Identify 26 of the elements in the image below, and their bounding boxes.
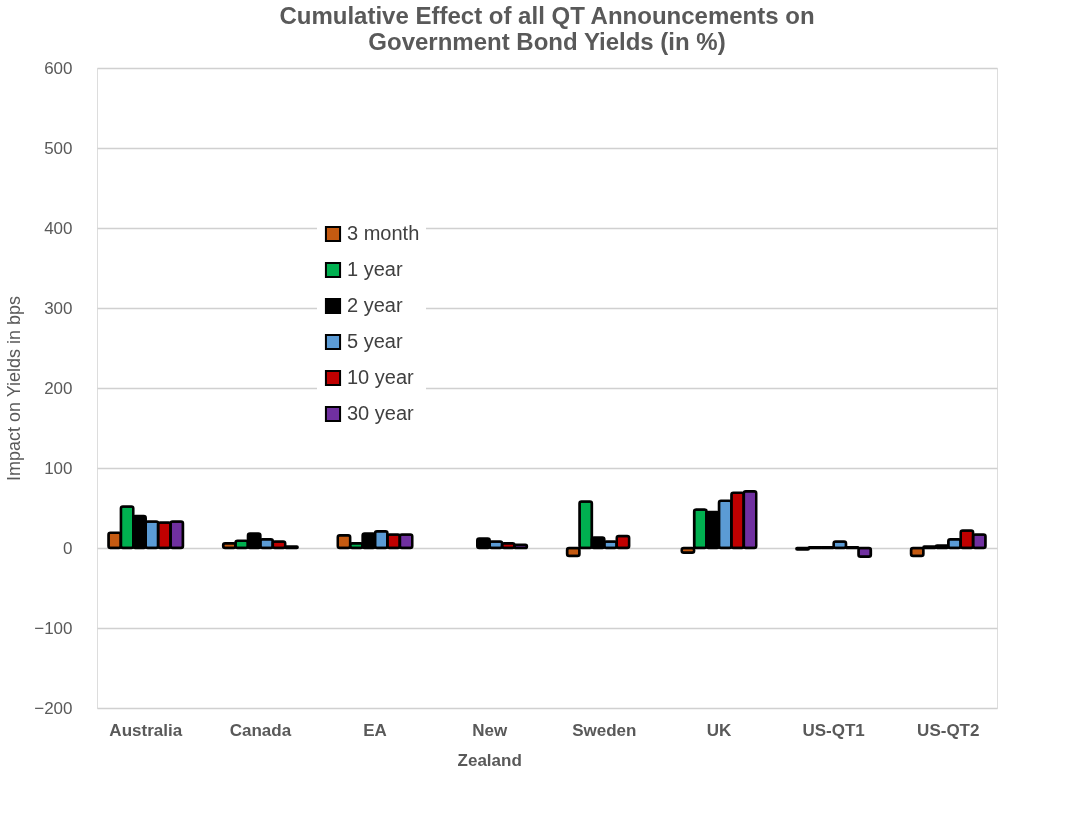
- legend-label: 30 year: [347, 402, 415, 424]
- text: Government Bond Yields (in %): [368, 28, 726, 55]
- legend-label: 2 year: [347, 294, 403, 316]
- y-axis-title: Impact on Yields in bps: [4, 295, 25, 482]
- legend-label: 10 year: [347, 366, 415, 388]
- legend-label: 3 month: [347, 222, 420, 244]
- text: Cumulative Effect of all QT Announcements on: [279, 2, 815, 29]
- x-tick-label: Sweden: [572, 720, 637, 740]
- x-tick-label: New Zealand: [457, 720, 522, 770]
- y-tick-label: 0: [63, 538, 73, 558]
- y-tick-label: −200: [34, 698, 73, 718]
- legend-label: 5 year: [347, 330, 403, 352]
- y-tick-label: −100: [34, 618, 73, 638]
- y-tick-label: 600: [44, 58, 73, 78]
- x-tick-label: US-QT2: [917, 720, 980, 740]
- x-tick-label: Australia: [109, 720, 183, 740]
- y-tick-label: 300: [44, 298, 73, 318]
- x-tick-label: US-QT1: [802, 720, 865, 740]
- y-tick-label: 200: [44, 378, 73, 398]
- x-tick-label: EA: [363, 720, 387, 740]
- y-tick-label: 400: [44, 218, 73, 238]
- legend-label: 1 year: [347, 258, 403, 280]
- x-tick-label: UK: [706, 720, 732, 740]
- y-tick-label: 100: [44, 458, 73, 478]
- x-tick-label: Canada: [229, 720, 292, 740]
- y-tick-label: 500: [44, 138, 73, 158]
